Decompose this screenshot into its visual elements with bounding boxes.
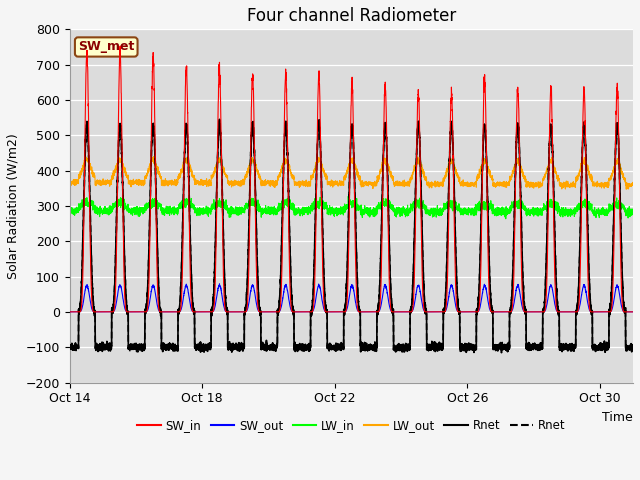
LW_out [623,186,630,192]
LW_out [117,156,125,162]
LW_in [412,204,420,209]
LW_out [412,163,420,168]
Rnet [66,344,74,349]
LW_out [468,180,476,186]
Line: SW_in: SW_in [70,46,633,312]
LW_in [66,205,74,211]
SW_in [156,309,163,314]
Rnet [216,117,223,122]
Rnet [629,346,637,352]
SW_out [468,309,476,315]
LW_in [117,203,125,208]
SW_in [406,309,413,315]
LW_in [502,216,509,222]
LW_in [183,196,191,202]
SW_in [412,199,420,205]
Line: Rnet: Rnet [70,120,633,352]
LW_in [156,203,163,209]
SW_in [468,309,476,315]
SW_in [117,77,125,83]
SW_out [183,283,191,289]
X-axis label: Time: Time [602,411,633,424]
SW_out [117,284,125,290]
LW_in [629,209,637,215]
Line: LW_in: LW_in [70,196,633,219]
SW_in [629,309,637,315]
Line: LW_out: LW_out [70,156,633,189]
LW_out [156,174,163,180]
Line: SW_out: SW_out [70,284,633,312]
Rnet [316,117,323,122]
Rnet [156,300,163,305]
Rnet [66,343,74,349]
SW_in [116,43,124,49]
Rnet [156,300,163,306]
SW_out [629,309,637,315]
Rnet [412,170,420,176]
LW_out [406,179,413,185]
Rnet [629,346,637,352]
LW_out [629,181,637,187]
LW_in [468,207,476,213]
Legend: SW_in, SW_out, LW_in, LW_out, Rnet, Rnet: SW_in, SW_out, LW_in, LW_out, Rnet, Rnet [132,414,570,437]
SW_out [66,309,74,315]
Rnet [200,350,208,356]
SW_out [156,309,163,314]
LW_out [150,154,157,159]
Rnet [117,129,125,134]
Rnet [412,177,420,182]
LW_out [183,161,191,167]
SW_in [183,84,191,89]
Title: Four channel Radiometer: Four channel Radiometer [246,7,456,25]
Rnet [406,347,414,352]
SW_out [412,291,420,297]
Rnet [183,124,191,130]
SW_out [216,281,223,287]
Text: SW_met: SW_met [78,40,134,53]
Rnet [406,344,413,349]
SW_in [66,309,74,315]
LW_in [344,193,352,199]
SW_out [406,309,413,315]
LW_out [66,182,74,188]
Line: Rnet: Rnet [70,120,633,353]
Rnet [470,349,478,355]
LW_in [406,209,413,215]
Rnet [183,124,191,130]
Rnet [468,344,476,349]
Y-axis label: Solar Radiation (W/m2): Solar Radiation (W/m2) [7,133,20,279]
Rnet [468,345,476,350]
Rnet [117,130,125,135]
